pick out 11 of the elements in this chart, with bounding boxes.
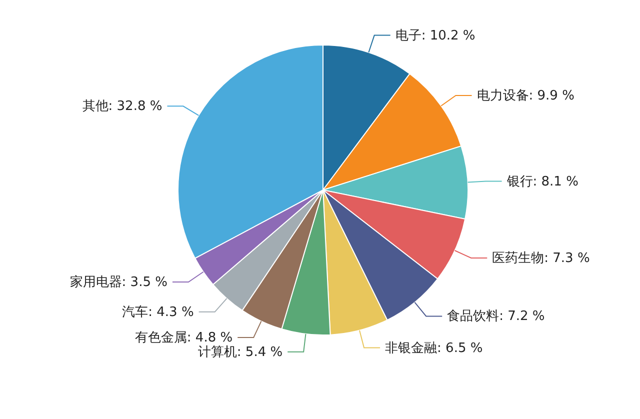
slice-label: 家用电器: 3.5 %	[70, 274, 168, 290]
slice-label: 食品饮料: 7.2 %	[447, 309, 545, 324]
slice-label: 非银金融: 6.5 %	[385, 340, 483, 356]
slice-label: 电力设备: 9.9 %	[476, 88, 574, 104]
slice-label: 电子: 10.2 %	[395, 28, 476, 44]
slice-label: 其他: 32.8 %	[82, 99, 162, 114]
slice-label: 计算机: 5.4 %	[198, 344, 283, 360]
slice-label: 医药生物: 7.3 %	[492, 251, 590, 266]
slice-label: 银行: 8.1 %	[506, 174, 578, 190]
slice-label: 汽车: 4.3 %	[122, 304, 194, 320]
slice-label: 有色金属: 4.8 %	[134, 330, 233, 346]
